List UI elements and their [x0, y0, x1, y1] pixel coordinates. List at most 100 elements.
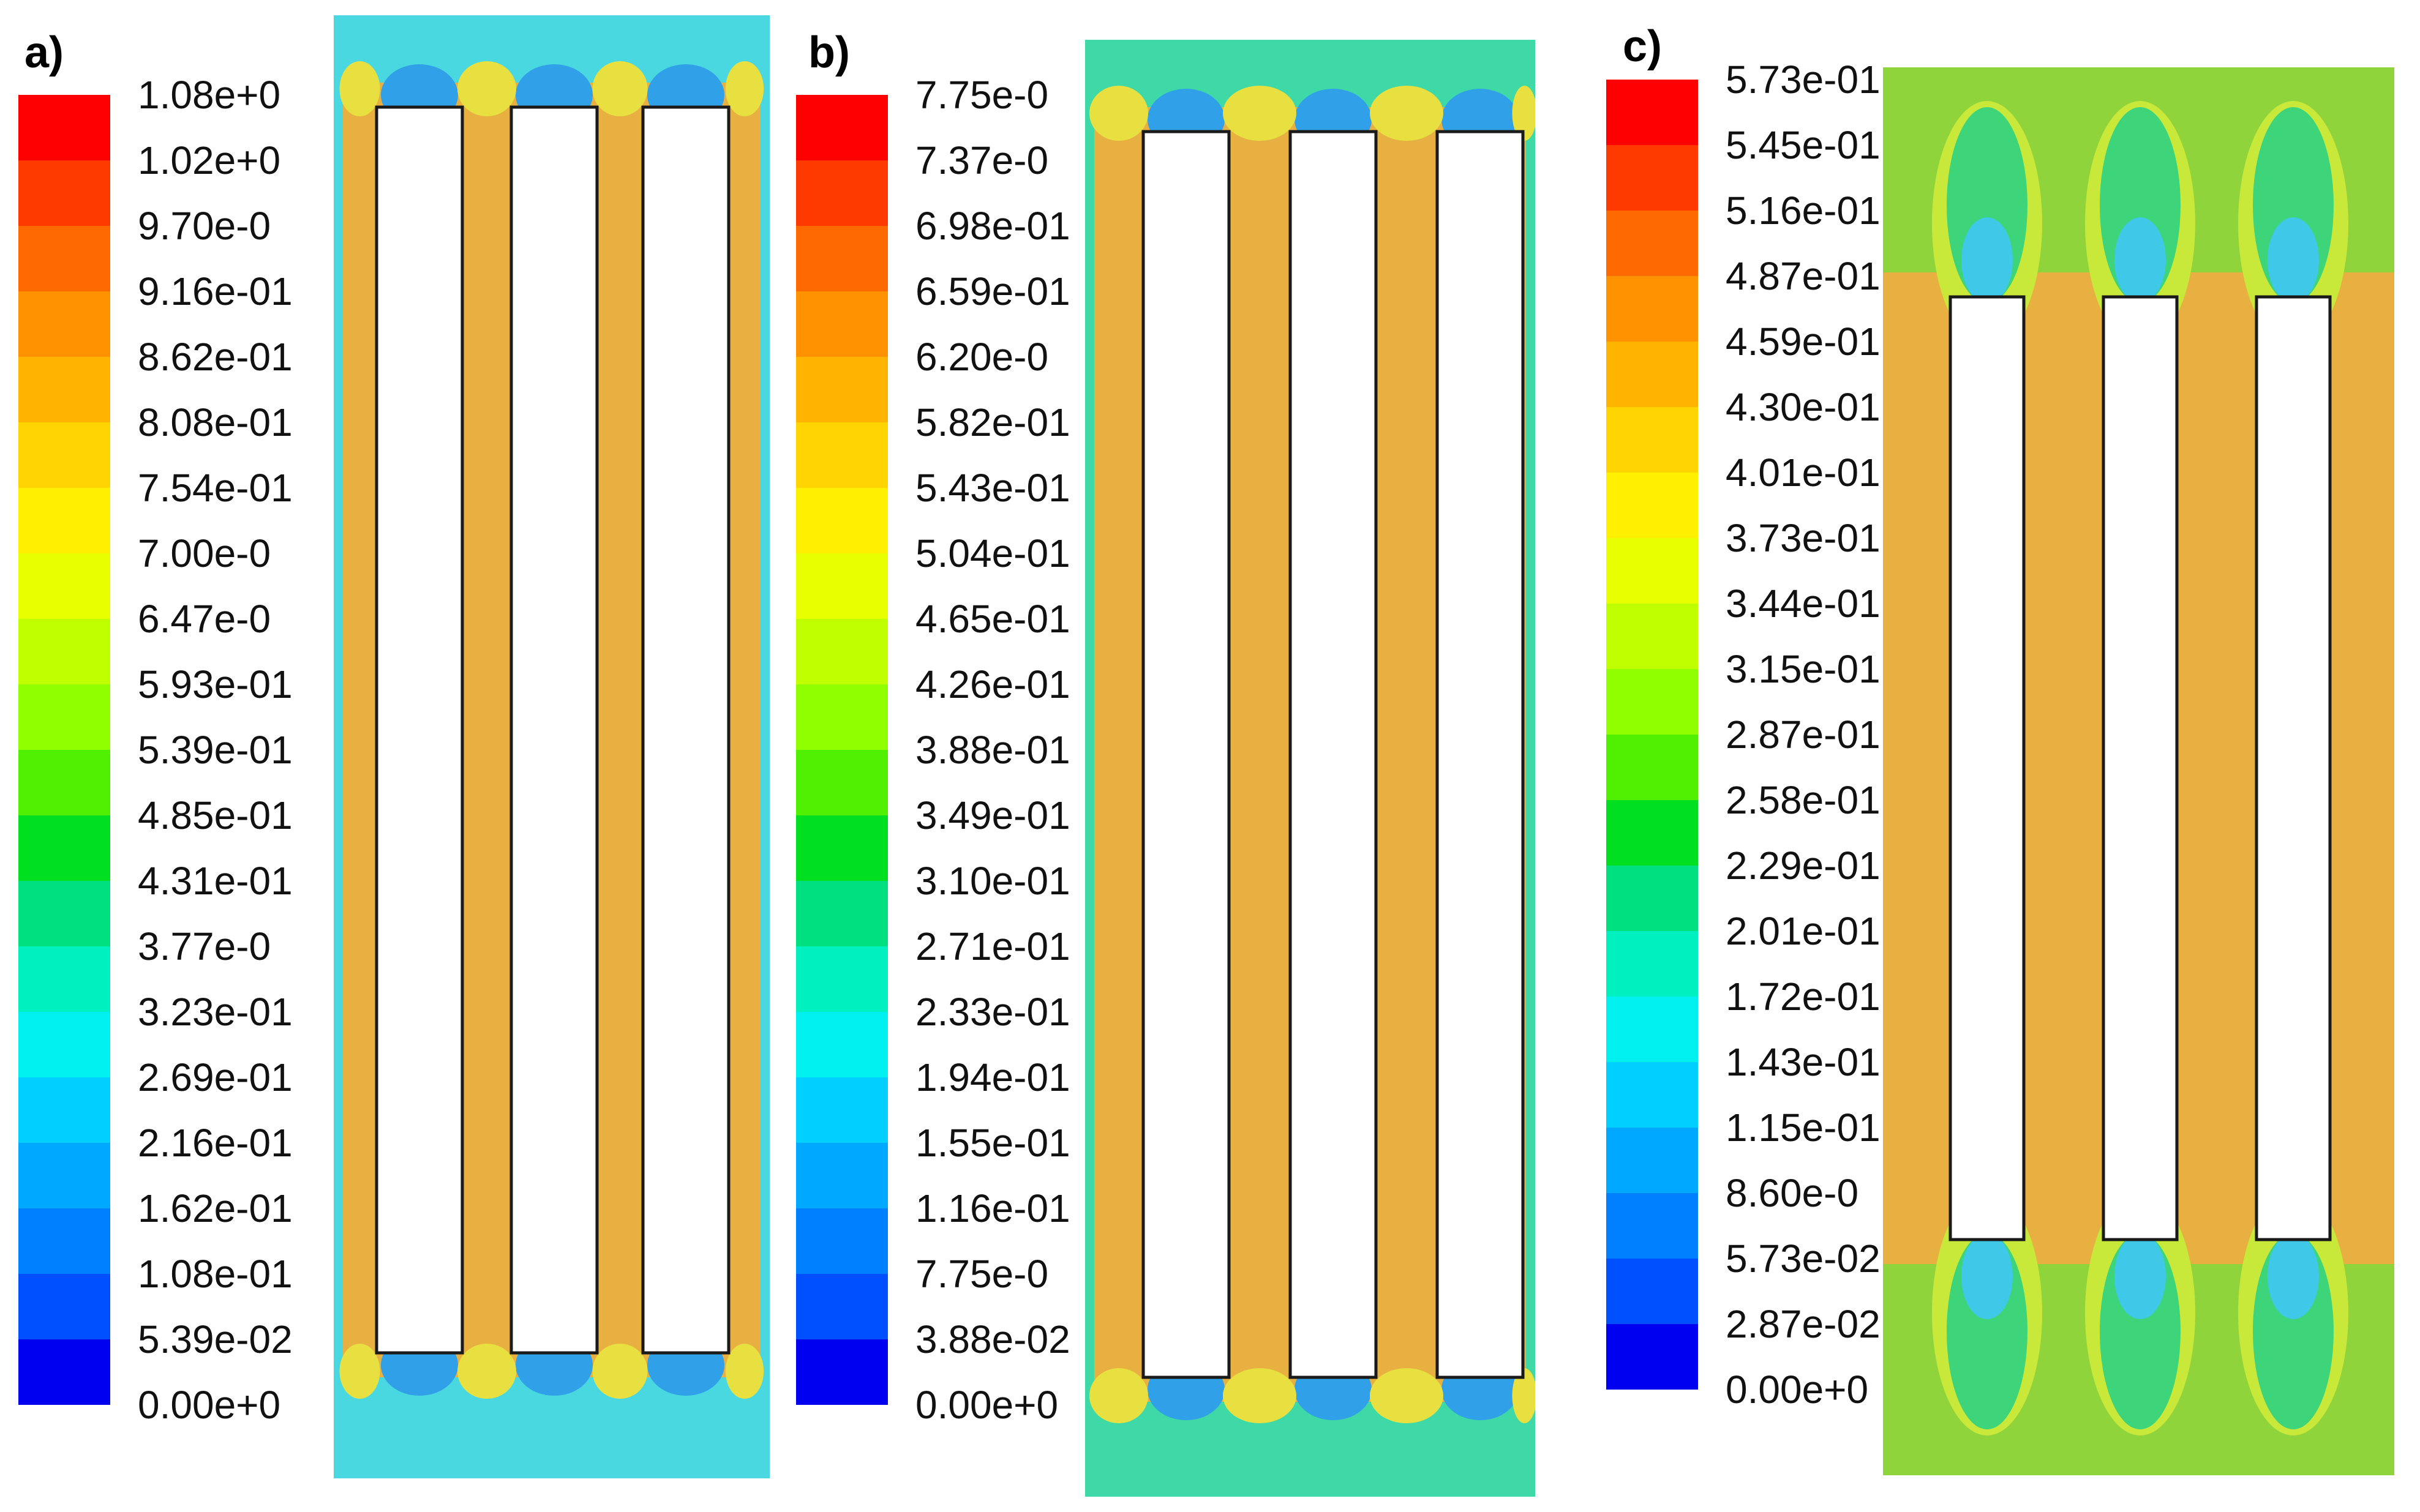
legend-swatch	[1606, 1193, 1698, 1259]
legend-swatch	[1606, 1128, 1698, 1193]
legend-label: 2.16e-01	[138, 1121, 293, 1165]
contour-field	[1883, 67, 2394, 1475]
legend-label: 3.88e-02	[915, 1317, 1070, 1361]
legend-swatch	[796, 815, 888, 881]
legend-label: 3.15e-01	[1726, 647, 1881, 691]
legend-label: 4.59e-01	[1726, 320, 1881, 364]
legend-swatch	[18, 619, 110, 684]
legend-label: 3.44e-01	[1726, 582, 1881, 626]
legend-swatch	[1606, 211, 1698, 276]
contour-field	[334, 15, 770, 1478]
fin-plate	[2102, 295, 2179, 1241]
legend-label: 5.45e-01	[1726, 123, 1881, 167]
legend-label: 2.69e-01	[138, 1055, 293, 1099]
channel-inlet-blob	[339, 61, 380, 116]
legend-label: 6.47e-0	[138, 597, 271, 641]
fin-plate	[1141, 130, 1231, 1379]
legend-swatch	[18, 488, 110, 553]
legend-label: 3.73e-01	[1726, 516, 1881, 560]
outlet-stagnation	[1961, 1233, 2013, 1319]
legend-label: 4.31e-01	[138, 859, 293, 903]
panel-a: a) 1.08e+0 1.02e+0 9.70e-0 9.16e-01 8.62e-01…	[0, 0, 796, 1512]
channel-inlet-blob	[1089, 86, 1148, 141]
legend-label: 1.08e+0	[138, 73, 281, 117]
panel-c: c) 5.73e-01 5.45e-01 5.16e-01 4.87e-01 4.59e…	[1604, 0, 2420, 1512]
channel-inlet-blob	[1370, 86, 1443, 141]
legend-swatch	[1606, 1324, 1698, 1390]
legend-swatch	[796, 422, 888, 488]
channel-outlet-blob	[592, 1344, 648, 1399]
legend-label: 3.88e-01	[915, 728, 1070, 772]
legend-swatch	[1606, 866, 1698, 931]
legend-swatch	[18, 1012, 110, 1077]
panel-label: a)	[24, 28, 64, 77]
fin-plate	[1435, 130, 1525, 1379]
legend-swatch	[1606, 997, 1698, 1062]
fin-plate	[641, 105, 731, 1355]
legend-label: 5.73e-02	[1726, 1237, 1881, 1281]
legend-swatch	[796, 946, 888, 1012]
channel-outlet-blob	[725, 1344, 764, 1399]
legend-label: 5.82e-01	[915, 400, 1070, 444]
legend-label: 3.77e-0	[138, 924, 271, 968]
legend-label: 9.16e-01	[138, 269, 293, 313]
legend-swatch	[1606, 342, 1698, 407]
legend-swatch	[18, 815, 110, 881]
legend-swatch	[18, 357, 110, 422]
legend-label: 2.87e-02	[1726, 1302, 1881, 1346]
legend-swatch	[1606, 145, 1698, 211]
legend-label: 5.39e-01	[138, 728, 293, 772]
legend-label: 1.16e-01	[915, 1186, 1070, 1230]
fin-plate	[1288, 130, 1378, 1379]
legend-label: 1.15e-01	[1726, 1106, 1881, 1150]
legend-swatch	[18, 750, 110, 815]
legend-label: 7.00e-0	[138, 531, 271, 575]
legend-swatch	[1606, 735, 1698, 800]
contour-plot	[1883, 67, 2394, 1475]
legend-label: 1.08e-01	[138, 1252, 293, 1296]
legend-swatch	[796, 160, 888, 226]
contour-field	[1085, 40, 1535, 1497]
inlet-stagnation	[2114, 217, 2166, 303]
legend-label: 2.33e-01	[915, 990, 1070, 1034]
legend-swatch	[796, 291, 888, 357]
legend-label: 5.39e-02	[138, 1317, 293, 1361]
legend-label: 6.98e-01	[915, 204, 1070, 248]
legend-swatch	[18, 291, 110, 357]
panel-label: c)	[1623, 22, 1663, 71]
legend-swatch	[796, 226, 888, 291]
legend-label: 5.73e-01	[1726, 58, 1881, 102]
legend-swatch	[18, 160, 110, 226]
inlet-stagnation	[2268, 217, 2319, 303]
legend-swatch	[796, 1077, 888, 1143]
legend-label: 3.49e-01	[915, 793, 1070, 837]
channel-outlet-blob	[1512, 1368, 1535, 1423]
legend-swatch	[18, 1274, 110, 1339]
legend-swatch	[18, 226, 110, 291]
legend-label: 2.87e-01	[1726, 713, 1881, 757]
channel-inlet-blob	[725, 61, 764, 116]
legend-label: 7.37e-0	[915, 138, 1049, 182]
legend-label: 4.87e-01	[1726, 254, 1881, 298]
legend-label: 8.08e-01	[138, 400, 293, 444]
outlet-stagnation	[2268, 1233, 2319, 1319]
channel-inlet-blob	[592, 61, 648, 116]
legend-label: 1.94e-01	[915, 1055, 1070, 1099]
legend-swatch	[18, 1143, 110, 1208]
panel-label: b)	[808, 28, 850, 77]
legend-swatch	[18, 422, 110, 488]
legend-label: 4.85e-01	[138, 793, 293, 837]
legend-label: 6.59e-01	[915, 269, 1070, 313]
contour-plot	[1085, 40, 1535, 1497]
legend-label: 7.75e-0	[915, 73, 1049, 117]
legend-label: 4.26e-01	[915, 662, 1070, 706]
legend-label: 7.54e-01	[138, 466, 293, 510]
legend-swatch	[796, 95, 888, 160]
channel-outlet-blob	[1223, 1368, 1296, 1423]
legend-swatch	[1606, 80, 1698, 145]
legend-swatch	[1606, 538, 1698, 604]
legend-label: 5.04e-01	[915, 531, 1070, 575]
legend-swatch	[18, 95, 110, 160]
legend-swatch	[796, 1274, 888, 1339]
legend-swatch	[1606, 800, 1698, 866]
